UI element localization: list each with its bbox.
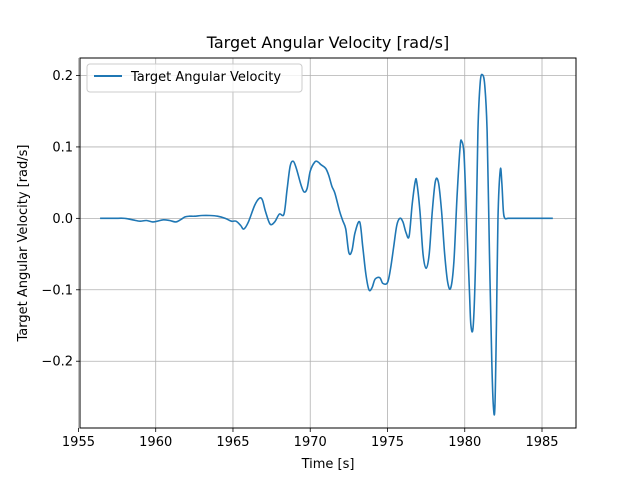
plot-series: [100, 73, 553, 416]
chart-title: Target Angular Velocity [rad/s]: [206, 33, 449, 52]
x-axis-label: Time [s]: [301, 457, 355, 472]
y-ticks: −0.2 −0.1 0.0 0.1 0.2: [41, 69, 80, 370]
y-tick-label: 0.1: [52, 140, 73, 155]
plot-frame: [79, 57, 577, 429]
series-line-target-angular-velocity: [100, 73, 553, 416]
x-ticks: 1955 1960 1965 1970 1975 1980 1985: [62, 428, 559, 450]
legend-label: Target Angular Velocity: [130, 70, 281, 85]
x-tick-label: 1955: [62, 435, 95, 450]
x-tick-label: 1980: [448, 435, 481, 450]
x-tick-label: 1985: [525, 435, 558, 450]
grid: [78, 58, 576, 428]
y-tick-label: 0.2: [52, 69, 73, 84]
legend-box: [86, 63, 303, 93]
y-tick-label: −0.1: [41, 283, 73, 298]
x-tick-label: 1970: [294, 435, 327, 450]
x-tick-label: 1975: [371, 435, 404, 450]
x-tick-label: 1965: [216, 435, 249, 450]
y-axis-label: Target Angular Velocity [rad/s]: [16, 144, 31, 342]
legend: Target Angular Velocity: [86, 63, 303, 93]
x-tick-label: 1960: [139, 435, 172, 450]
y-tick-label: −0.2: [41, 355, 73, 370]
y-tick-label: 0.0: [52, 212, 73, 227]
